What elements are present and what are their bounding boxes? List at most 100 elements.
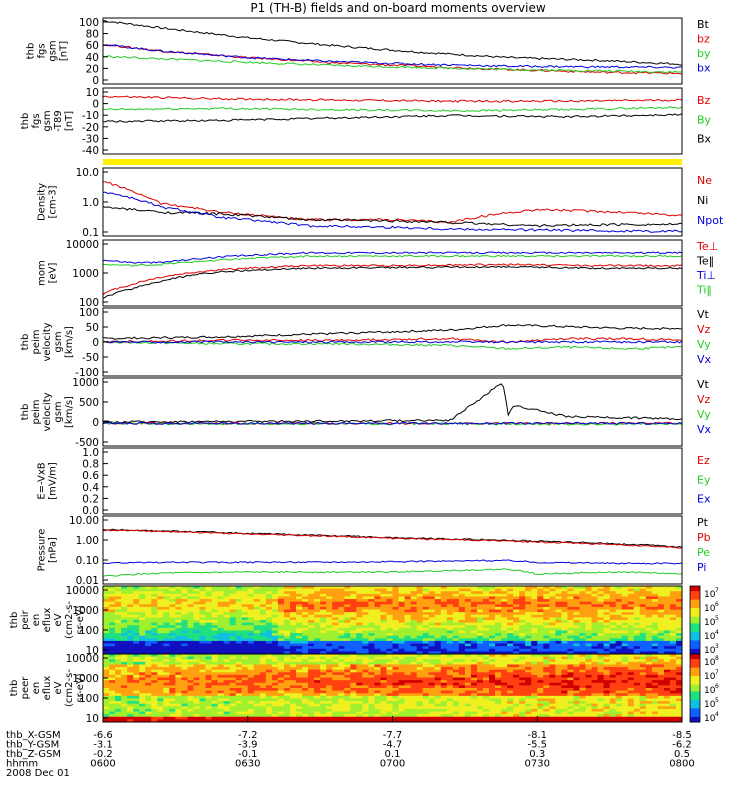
spectrogram-cell [458,690,466,694]
spectrogram-cell [332,620,339,624]
spectrogram-cell [362,701,369,705]
spectrogram-cell [356,659,363,663]
spectrogram-cell [470,693,478,697]
spectrogram-cell [489,606,496,611]
spectrogram-cell [651,620,659,624]
spectrogram-cell [151,690,158,694]
spectrogram-cell [669,622,677,626]
spectrogram-cell [103,596,110,600]
spectrogram-cell [211,688,219,692]
spectrogram-cell [362,599,369,603]
spectrogram-cell [338,606,345,611]
spectrogram-cell [603,651,611,655]
spectrogram-cell [344,674,351,679]
spectrogram-cell [314,596,321,600]
spectrogram-cell [537,586,544,590]
spectrogram-cell [187,617,194,621]
spectrogram-cell [211,596,219,600]
colorbar-segment [690,631,700,635]
spectrogram-cell [289,586,297,590]
spectrogram-cell [338,617,345,621]
spectrogram-cell [326,680,333,684]
spectrogram-cell [549,635,556,639]
spectrogram-cell [241,593,249,597]
spectrogram-cell [169,643,176,647]
spectrogram-cell [350,659,357,663]
y-axis-label: peim [31,399,42,424]
spectrogram-cell [410,690,418,694]
spectrogram-cell [489,703,496,707]
spectrogram-cell [410,677,418,681]
spectrogram-cell [609,690,617,694]
spectrogram-cell [302,667,309,671]
spectrogram-cell [320,703,327,707]
spectrogram-cell [392,711,400,715]
spectrogram-cell [567,630,574,634]
spectrogram-cell [211,612,219,616]
spectrogram-cell [199,693,207,697]
spectrogram-cell [537,708,544,713]
spectrogram-cell [271,604,279,608]
spectrogram-cell [573,606,580,611]
spectrogram-cell [579,614,586,618]
spectrogram-cell [235,659,243,663]
spectrogram-cell [621,612,629,616]
spectrogram-cell [187,588,194,592]
spectrogram-cell [398,622,406,626]
spectrogram-cell [386,593,393,597]
spectrogram-cell [567,625,574,629]
spectrogram-cell [247,601,255,605]
spectrogram-cell [573,588,580,592]
spectrogram-cell [271,695,279,699]
spectrogram-cell [205,701,213,705]
y-axis-label: thb [20,113,31,130]
spectrogram-cell [615,588,623,592]
spectrogram-cell [296,601,303,605]
spectrogram-cell [265,672,273,676]
spectrogram-cell [476,711,484,715]
spectrogram-cell [109,630,116,634]
y-axis-label: gsm [48,40,59,61]
spectrogram-cell [537,638,544,642]
spectrogram-cell [645,635,653,639]
spectrogram-cell [567,659,574,663]
spectrogram-cell [410,638,418,642]
spectrogram-cell [410,620,418,624]
y-axis-label: sr-eV) [75,605,86,634]
spectrogram-cell [308,648,315,652]
spectrogram-cell [501,646,508,650]
spectrogram-cell [332,614,339,618]
spectrogram-cell [597,674,605,679]
spectrogram-cell [597,593,605,597]
spectrogram-cell [362,651,369,655]
spectrogram-cell [283,596,291,600]
spectrogram-cell [103,643,110,647]
spectrogram-cell [187,708,194,713]
spectrogram-cell [464,680,472,684]
spectrogram-cell [416,620,424,624]
spectrogram-cell [235,674,243,679]
spectrogram-cell [597,685,605,689]
series-Bt [102,20,683,66]
spectrogram-cell [247,612,255,616]
panel-frame [102,447,683,515]
spectrogram-cell [241,601,249,605]
spectrogram-cell [603,620,611,624]
spectrogram-cell [537,635,544,639]
spectrogram-cell [621,591,629,595]
spectrogram-cell [199,640,207,645]
spectrogram-cell [151,680,158,684]
spectrogram-cell [151,693,158,697]
spectrogram-cell [422,693,430,697]
spectrogram-cell [283,693,291,697]
spectrogram-cell [489,690,496,694]
spectrogram-cell [458,630,466,634]
spectrogram-cell [199,672,207,676]
spectrogram-cell [446,609,454,613]
spectrogram-cell [452,706,460,710]
spectrogram-cell [675,646,683,650]
spectrogram-cell [326,630,333,634]
spectrogram-cell [302,617,309,621]
panel-frame [102,87,683,155]
spectrogram-cell [597,591,605,595]
